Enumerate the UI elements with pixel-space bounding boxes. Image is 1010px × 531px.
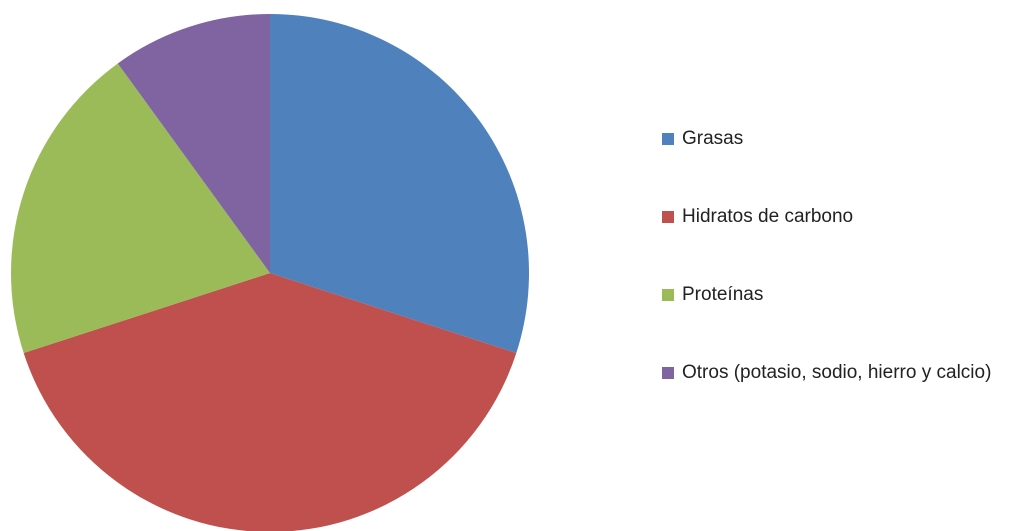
legend-item: Grasas [660, 122, 1005, 156]
legend-item: Proteínas [660, 278, 1005, 312]
legend-label: Proteínas [682, 284, 764, 305]
pie-slice [117, 13, 271, 273]
pie-slice [23, 273, 517, 531]
legend-label: Otros (potasio, sodio, hierro y calcio) [682, 362, 992, 383]
legend-label: Grasas [682, 128, 744, 149]
legend-swatch [662, 289, 674, 301]
legend-item: Hidratos de carbono [660, 200, 1005, 234]
legend-label: Hidratos de carbono [682, 206, 854, 227]
pie-slice [270, 14, 529, 354]
legend-swatch [662, 211, 674, 223]
pie-slice [10, 63, 270, 354]
legend: Grasas Hidratos de carbono Proteínas Otros … [660, 122, 1005, 434]
legend-swatch [662, 367, 674, 379]
legend-swatch [662, 133, 674, 145]
legend-item: Otros (potasio, sodio, hierro y calcio) [660, 356, 1005, 390]
